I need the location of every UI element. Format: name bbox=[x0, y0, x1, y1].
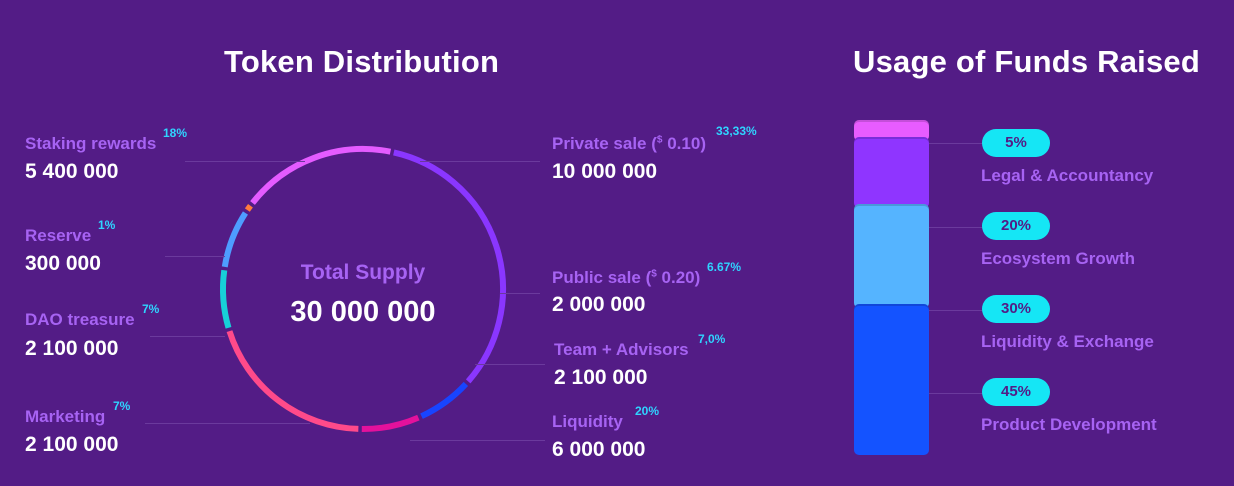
leader-line-liquidity bbox=[410, 440, 545, 441]
donut-slice-staking-rewards bbox=[250, 146, 392, 205]
slice-value-dao-treasure: 2 100 000 bbox=[25, 337, 119, 360]
donut-slice-public-sale bbox=[420, 381, 469, 419]
funds-label-ecosystem: Ecosystem Growth bbox=[981, 249, 1135, 268]
leader-line-reserve bbox=[165, 256, 225, 257]
total-supply-label: Total Supply bbox=[300, 261, 426, 284]
slice-value-marketing: 2 100 000 bbox=[25, 433, 119, 456]
total-supply-value: 30 000 000 bbox=[290, 296, 436, 328]
private-sale-paren-open: ( bbox=[651, 134, 657, 153]
slice-label-team-advisors: Team + Advisors bbox=[554, 340, 689, 359]
slice-percent-public-sale: 6.67% bbox=[707, 260, 742, 274]
slice-value-private-sale: 10 000 000 bbox=[552, 160, 658, 183]
slice-value-public-sale: 2 000 000 bbox=[552, 293, 646, 316]
leader-line-private bbox=[420, 161, 540, 162]
private-sale-name: Private sale bbox=[552, 134, 647, 153]
slice-percent-liquidity: 20% bbox=[635, 404, 660, 418]
donut-slice-marketing bbox=[220, 269, 232, 329]
funds-pill-ecosystem: 20% bbox=[982, 212, 1050, 240]
private-sale-paren-close: ) bbox=[700, 134, 706, 153]
funds-stacked-bar bbox=[854, 120, 929, 455]
public-sale-paren-close: ) bbox=[694, 268, 701, 287]
leader-line-public bbox=[500, 293, 540, 294]
bar-segment-product bbox=[854, 304, 929, 455]
slice-percent-private-sale: 33,33% bbox=[716, 124, 757, 138]
slice-percent-team-advisors: 7,0% bbox=[698, 332, 726, 346]
bar-segment-legal bbox=[854, 120, 929, 141]
bar-segment-ecosystem bbox=[854, 136, 929, 208]
slice-percent-dao-treasure: 7% bbox=[142, 302, 160, 316]
funds-pill-liquidity-exchange: 30% bbox=[982, 295, 1050, 323]
private-sale-price-symbol: $ bbox=[656, 134, 663, 146]
public-sale-paren-open: ( bbox=[645, 268, 652, 287]
public-sale-price: 0.20 bbox=[661, 268, 695, 287]
leader-line-staking bbox=[185, 161, 305, 162]
slice-value-liquidity: 6 000 000 bbox=[552, 438, 646, 461]
leader-line-marketing bbox=[145, 423, 310, 424]
slice-label-public-sale: Public sale ($ 0.20) bbox=[552, 268, 700, 288]
bar-segment-liquidity-exchange bbox=[854, 203, 929, 309]
leader-line-liquidity-exchange bbox=[929, 310, 984, 311]
slice-value-reserve: 300 000 bbox=[25, 252, 101, 275]
leader-line-product bbox=[929, 393, 984, 394]
donut-slice-liquidity bbox=[226, 330, 359, 432]
leader-line-team bbox=[475, 364, 545, 365]
slice-value-staking-rewards: 5 400 000 bbox=[25, 160, 119, 183]
slice-value-team-advisors: 2 100 000 bbox=[554, 366, 648, 389]
slice-label-liquidity: Liquidity bbox=[552, 412, 623, 431]
funds-pill-legal: 5% bbox=[982, 129, 1050, 157]
donut-slice-team-advisors bbox=[361, 414, 420, 432]
public-sale-name: Public sale bbox=[552, 268, 641, 287]
donut-slice-dao-treasure bbox=[221, 211, 248, 268]
slice-label-private-sale: Private sale ($ 0.10) bbox=[552, 134, 706, 154]
funds-label-product: Product Development bbox=[981, 415, 1157, 434]
slice-percent-marketing: 7% bbox=[113, 399, 131, 413]
leader-line-legal bbox=[929, 143, 984, 144]
slice-label-reserve: Reserve bbox=[25, 226, 92, 245]
slice-label-marketing: Marketing bbox=[25, 407, 106, 426]
leader-line-ecosystem bbox=[929, 227, 984, 228]
donut-slice-private-sale bbox=[393, 149, 506, 384]
private-sale-price: 0.10 bbox=[667, 134, 701, 153]
funds-label-liquidity-exchange: Liquidity & Exchange bbox=[981, 332, 1154, 351]
slice-label-dao-treasure: DAO treasure bbox=[25, 310, 135, 329]
slice-percent-reserve: 1% bbox=[98, 218, 116, 232]
leader-line-dao bbox=[150, 336, 225, 337]
donut-slice-reserve bbox=[244, 203, 253, 212]
slice-percent-staking-rewards: 18% bbox=[163, 126, 188, 140]
public-sale-price-symbol: $ bbox=[651, 268, 657, 280]
usage-of-funds-title: Usage of Funds Raised bbox=[853, 44, 1200, 79]
token-distribution-title: Token Distribution bbox=[224, 44, 500, 79]
funds-pill-product: 45% bbox=[982, 378, 1050, 406]
slice-label-staking-rewards: Staking rewards bbox=[25, 134, 157, 153]
funds-label-legal: Legal & Accountancy bbox=[981, 166, 1154, 185]
